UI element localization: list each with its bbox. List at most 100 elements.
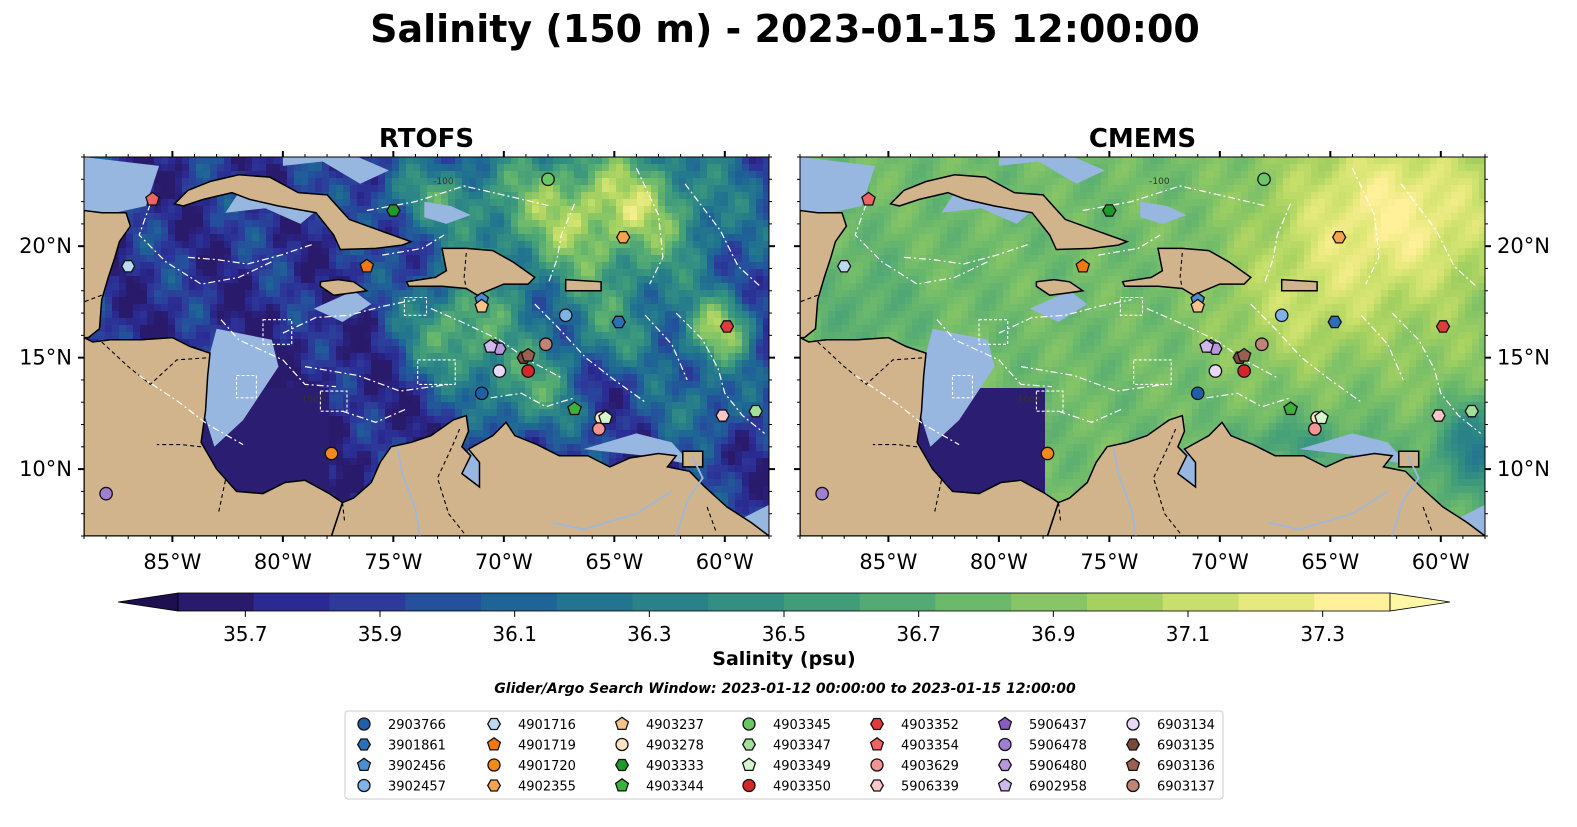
float-marker-5906478	[99, 486, 113, 501]
shallow-shelf	[313, 290, 372, 322]
land	[319, 278, 369, 296]
eez-boundary	[382, 234, 445, 256]
float-marker-4903344	[567, 401, 582, 416]
float-marker-4901716	[120, 259, 136, 273]
lat-tick-label: 15°N	[1497, 346, 1550, 370]
shallow-shelf	[919, 328, 995, 447]
eez-boundary	[1146, 308, 1278, 379]
float-marker-4903352	[719, 320, 735, 333]
shallow-shelf	[282, 157, 389, 184]
legend-marker-6903134	[1126, 717, 1140, 731]
lon-tick-label: 65°W	[585, 550, 643, 574]
float-marker-2903766	[1190, 386, 1205, 401]
colorbar-segment	[405, 593, 482, 611]
legend-label: 4903350	[773, 780, 831, 795]
eez-boundary	[644, 314, 688, 381]
float-marker-4903344	[1283, 401, 1298, 416]
eez-boundary	[282, 299, 416, 334]
country-border	[1057, 502, 1062, 523]
protected-area	[1035, 390, 1064, 412]
country-border	[218, 480, 226, 512]
shallow-shelf	[225, 192, 314, 224]
colorbar-segment	[784, 593, 861, 611]
colorbar-segment	[178, 593, 255, 611]
panel-title-rtofs: RTOFS	[379, 124, 474, 154]
search-window-caption: Glider/Argo Search Window: 2023-01-12 00…	[494, 681, 1076, 697]
land	[1035, 278, 1085, 296]
map-panels: -100 -1000 85°W 80°W 75°W 70°W 65°W 60°W 10°N 15°…	[19, 124, 1550, 574]
map-frame	[83, 156, 770, 537]
protected-area	[978, 319, 1009, 345]
float-marker-4903237	[1190, 298, 1206, 313]
eez-boundary	[1263, 203, 1292, 285]
legend-label: 6902958	[1029, 780, 1087, 795]
colorbar-segment	[1162, 593, 1239, 611]
colorbar-segment	[1087, 593, 1164, 611]
legend-marker-4903333	[614, 758, 630, 772]
eez-boundary	[547, 203, 576, 285]
float-marker-4903354	[145, 191, 160, 206]
country-border	[934, 480, 942, 512]
float-marker-4901719	[359, 258, 375, 273]
colorbar-segment	[1314, 593, 1391, 611]
colorbar-tick-label: 36.1	[492, 622, 537, 646]
float-marker-6902958	[483, 338, 498, 353]
country-border	[84, 294, 102, 303]
colorbar-segment	[481, 593, 558, 611]
legend-label: 4903278	[646, 739, 704, 754]
legend-label: 5906478	[1029, 739, 1087, 754]
protected-area	[1133, 359, 1172, 385]
contour-label: -1000	[298, 395, 324, 405]
colorbar-segment	[253, 593, 330, 611]
legend-marker-4903629	[870, 758, 884, 772]
country-border	[872, 444, 918, 448]
shallow-shelf	[84, 157, 160, 220]
land	[330, 414, 769, 536]
map-area-rtofs: -100 -1000	[84, 157, 769, 536]
eez-boundary	[684, 183, 761, 287]
eez-boundary	[1098, 234, 1161, 256]
legend-marker-4903350	[742, 778, 756, 793]
float-marker-6903134	[1208, 364, 1223, 378]
eez-boundary	[1391, 312, 1481, 434]
legend-marker-5906339	[869, 779, 885, 792]
float-marker-4903345	[541, 172, 555, 187]
lat-tick-label: 20°N	[19, 234, 72, 258]
colorbar-label: Salinity (psu)	[712, 648, 855, 670]
legend-marker-3902457	[357, 778, 371, 793]
country-border	[1152, 428, 1183, 536]
eez-boundary	[998, 299, 1132, 334]
legend-label: 4903344	[646, 780, 704, 795]
legend-label: 4901720	[518, 759, 576, 774]
legend-marker-3902456	[356, 757, 372, 772]
float-marker-3902457	[558, 308, 573, 323]
eez-boundary	[936, 319, 1052, 388]
panel-cmems: -100 -1000 85°W 80°W 75°W 70°W 65°W 60°W 10°N 15°…	[794, 124, 1550, 574]
protected-area	[1119, 296, 1144, 316]
shallow-shelf	[424, 201, 471, 224]
eez-boundary	[1058, 408, 1123, 423]
lon-tick-label: 75°W	[364, 550, 422, 574]
legend-marker-4903347	[741, 738, 757, 751]
float-marker-4903349	[1314, 410, 1329, 425]
legend-marker-5906437	[997, 716, 1013, 731]
float-marker-4903345	[1257, 172, 1271, 187]
protected-area	[417, 359, 456, 385]
float-marker-4902355	[1331, 230, 1347, 244]
legend-label: 6903135	[1157, 739, 1215, 754]
float-marker-6903137	[1254, 337, 1269, 352]
float-marker-6903134	[492, 364, 507, 378]
shallow-shelf	[800, 157, 876, 220]
colorbar-segment	[556, 593, 633, 611]
country-border	[706, 506, 717, 532]
legend-marker-4903345	[742, 717, 756, 731]
float-marker-4903349	[598, 410, 613, 425]
country-border	[156, 444, 202, 448]
float-marker-4901720	[1040, 446, 1055, 461]
eez-boundary	[430, 308, 562, 379]
river	[1112, 448, 1137, 536]
lat-tick-label: 10°N	[1497, 457, 1550, 481]
legend-marker-6903135	[1125, 738, 1141, 751]
land	[1046, 414, 1485, 536]
float-marker-2903766	[474, 386, 489, 401]
